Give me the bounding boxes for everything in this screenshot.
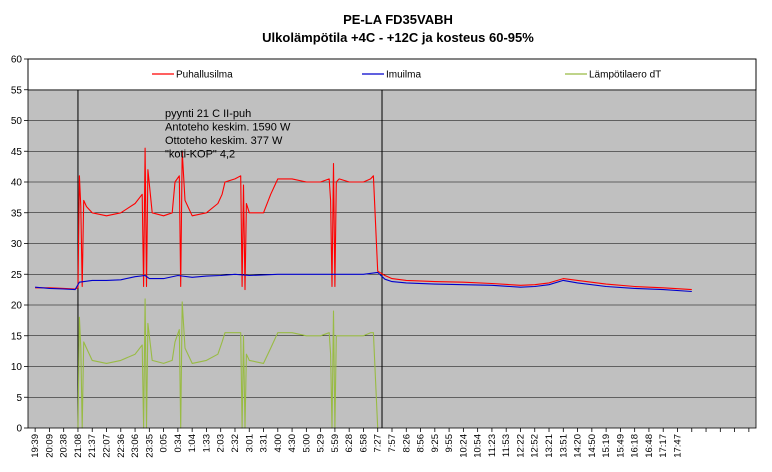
legend-label: Puhallusilma: [176, 70, 233, 81]
x-tick-label: 6:28: [344, 434, 355, 453]
annotation-line: Ottoteho keskim. 377 W: [165, 135, 283, 147]
x-tick-label: 15:19: [601, 434, 612, 458]
y-tick-label: 55: [11, 85, 23, 96]
x-tick-label: 23:06: [130, 434, 141, 458]
x-tick-label: 17:17: [658, 434, 669, 458]
y-tick-label: 50: [11, 116, 23, 127]
x-tick-label: 2:03: [216, 434, 227, 453]
x-tick-label: 13:51: [558, 434, 569, 458]
y-tick-label: 60: [11, 55, 23, 66]
x-tick-label: 8:56: [416, 434, 427, 453]
x-tick-label: 16:48: [644, 434, 655, 458]
legend: Puhallusilma Imuilma Lämpötilaero dT: [152, 70, 661, 81]
x-tick-label: 17:47: [672, 434, 683, 458]
x-tick-label: 23:35: [144, 434, 155, 458]
x-tick-label: 10:24: [458, 434, 469, 458]
x-tick-label: 9:55: [444, 434, 455, 453]
series-layer: [35, 147, 692, 429]
x-tick-label: 16:18: [630, 434, 641, 458]
legend-label: Imuilma: [386, 70, 421, 81]
y-tick-label: 0: [16, 424, 22, 435]
x-tick-label: 21:37: [87, 434, 98, 458]
x-tick-label: 0:05: [159, 434, 170, 453]
series-line-2: [77, 298, 379, 429]
annotation-line: Antoteho keskim. 1590 W: [165, 122, 291, 134]
x-tick-label: 6:58: [358, 434, 369, 453]
x-tick-label: 20:09: [44, 434, 55, 458]
x-tick-label: 5:00: [301, 434, 312, 453]
x-tick-label: 0:34: [173, 434, 184, 453]
chart-subtitle: Ulkolämpötila +4C - +12C ja kosteus 60-9…: [262, 30, 534, 45]
x-tick-label: 19:39: [30, 434, 41, 458]
series-line-1: [35, 271, 692, 293]
x-tick-label: 8:26: [401, 434, 412, 453]
y-tick-label: 5: [16, 393, 22, 404]
y-tick-label: 45: [11, 147, 23, 158]
x-tick-label: 22:07: [102, 434, 113, 458]
y-tick-label: 30: [11, 239, 23, 250]
x-tick-label: 14:50: [587, 434, 598, 458]
x-tick-label: 1:33: [201, 434, 212, 453]
x-axis: 19:39 20:09 20:38 21:08 21:37 22:07 22:36 23:06…: [30, 428, 750, 458]
x-tick-label: 7:27: [373, 434, 384, 453]
x-tick-label: 11:23: [487, 434, 498, 457]
legend-box: [27, 58, 757, 91]
y-tick-label: 25: [11, 270, 23, 281]
annotation-line: pyynti 21 C II-puh: [165, 108, 251, 120]
x-tick-label: 22:36: [116, 434, 127, 458]
x-tick-label: 21:08: [73, 434, 84, 458]
x-tick-label: 4:00: [273, 434, 284, 453]
x-tick-label: 15:49: [615, 434, 626, 458]
series-line-0: [35, 147, 692, 291]
x-tick-label: 14:20: [573, 434, 584, 458]
x-tick-label: 5:29: [316, 434, 327, 453]
y-tick-label: 40: [11, 178, 23, 189]
y-tick-label: 10: [11, 362, 23, 373]
x-tick-label: 1:04: [187, 434, 198, 453]
plot-border: [27, 58, 757, 429]
plot-area: [28, 90, 756, 428]
grid-layer: [28, 89, 756, 398]
x-tick-label: 11:53: [501, 434, 512, 457]
x-tick-label: 12:52: [530, 434, 541, 458]
legend-label: Lämpötilaero dT: [589, 70, 661, 81]
y-tick-label: 20: [11, 301, 23, 312]
y-tick-label: 15: [11, 331, 23, 342]
y-tick-label: 35: [11, 208, 23, 219]
chart-title: PE-LA FD35VABH: [343, 12, 453, 27]
x-tick-label: 20:38: [59, 434, 70, 458]
x-tick-label: 9:25: [430, 434, 441, 453]
x-tick-label: 5:59: [330, 434, 341, 453]
y-axis: 0 5 10 15 20 25 30 35 40 45 50 55 60: [11, 55, 28, 435]
annotation-line: "koti-KOP" 4,2: [165, 149, 235, 161]
x-tick-label: 4:30: [287, 434, 298, 453]
x-tick-label: 2:32: [230, 434, 241, 453]
x-tick-label: 10:54: [473, 434, 484, 458]
x-tick-label: 3:01: [244, 434, 255, 453]
annotation: pyynti 21 C II-puh Antoteho keskim. 1590 …: [165, 108, 291, 161]
x-tick-label: 3:31: [259, 434, 270, 453]
x-tick-label: 12:22: [515, 434, 526, 458]
x-tick-label: 13:21: [544, 434, 555, 458]
x-tick-label: 7:57: [387, 434, 398, 453]
